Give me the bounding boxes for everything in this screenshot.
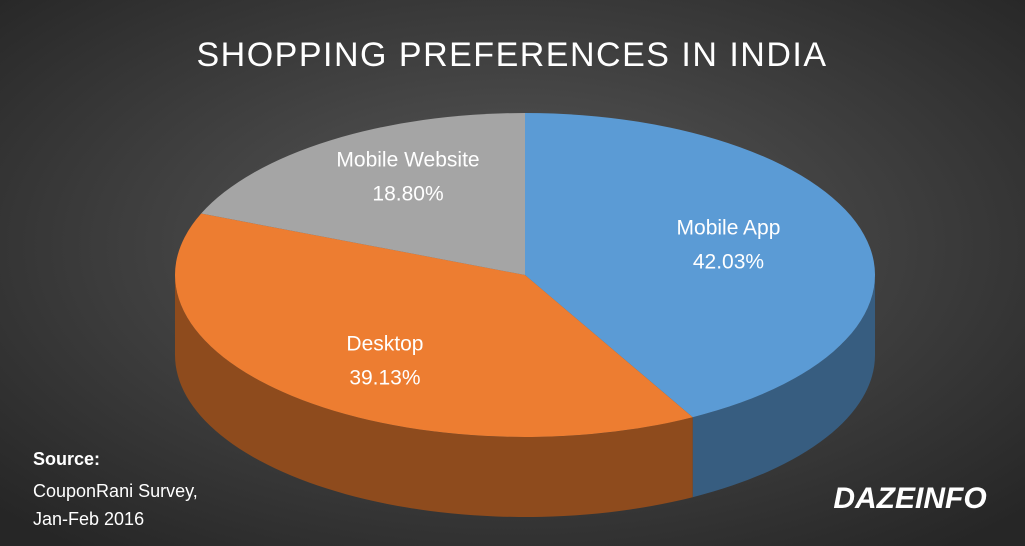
logo: DAZEINFO: [833, 482, 986, 515]
value-label: 42.03%: [693, 251, 764, 274]
slice-label: Mobile Website: [336, 149, 479, 172]
source-text: CouponRani Survey,: [33, 481, 198, 501]
slice-side: [175, 275, 693, 517]
slice-side: [692, 275, 875, 498]
slice-label: Mobile App: [677, 217, 781, 240]
source-text: Jan-Feb 2016: [33, 509, 144, 529]
value-label: 18.80%: [372, 183, 443, 206]
pie-tops: [174, 112, 875, 437]
source-label: Source:: [33, 449, 100, 469]
chart-title: SHOPPING PREFERENCES IN INDIA: [196, 36, 827, 74]
pie: Mobile App 42.03% Desktop 39.13% Mobile Webs…: [174, 112, 875, 517]
slice: [201, 112, 525, 275]
slice-label: Desktop: [346, 332, 423, 355]
slice: [174, 213, 693, 437]
pie-sides: [175, 275, 875, 517]
slice: [525, 113, 875, 418]
value-label: 39.13%: [349, 366, 420, 389]
